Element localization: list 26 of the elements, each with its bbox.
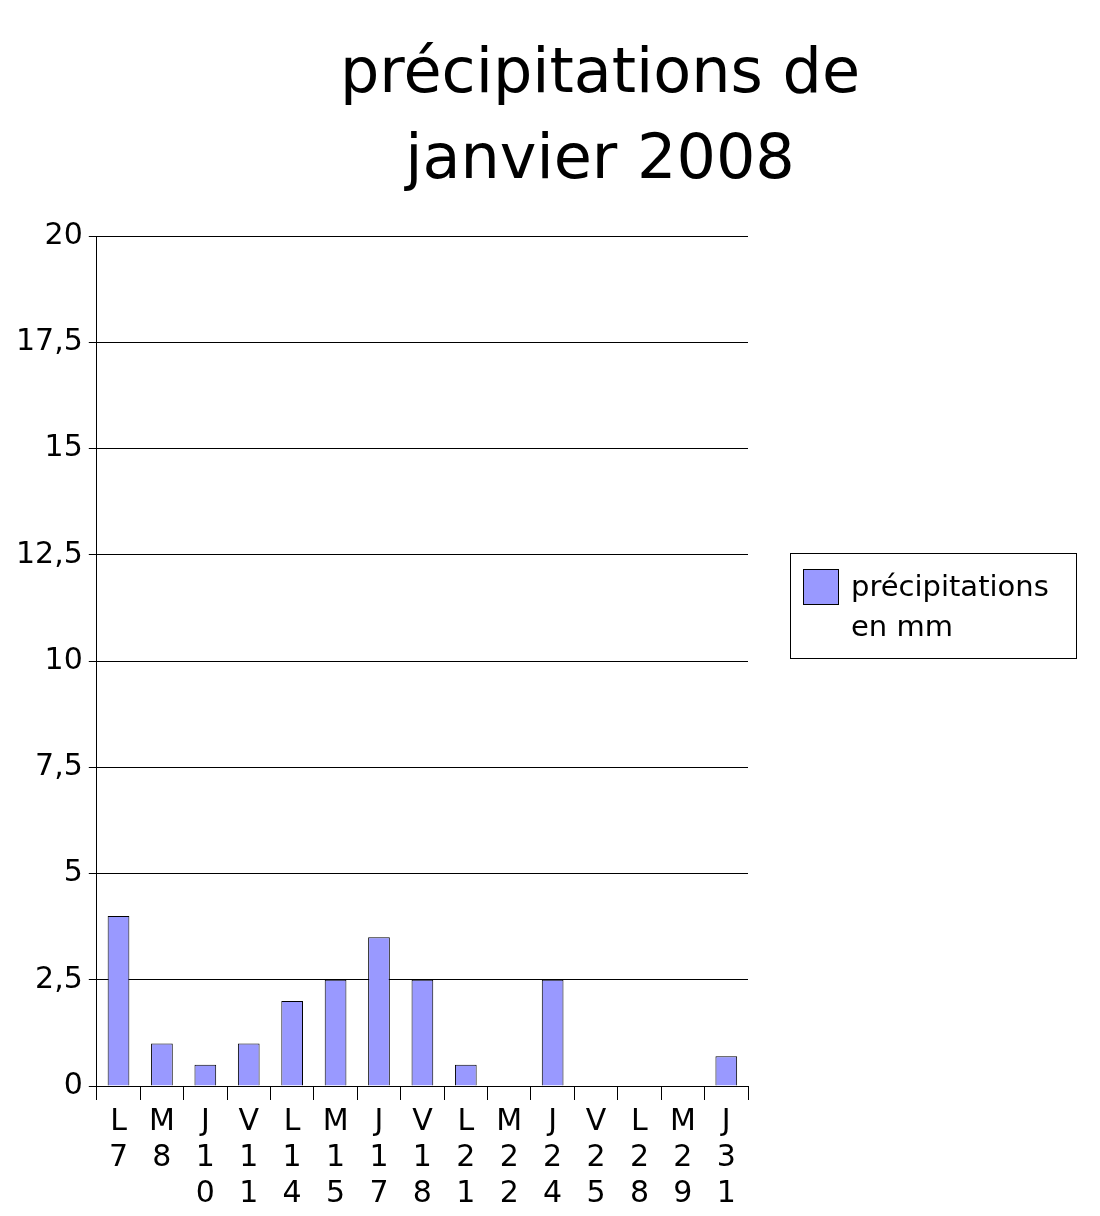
x-tick-label: M29 [669,1101,696,1209]
x-tick-label: M8 [148,1101,175,1173]
y-tick-label: 7,5 [35,747,83,783]
x-tick-label: J17 [369,1101,389,1209]
x-tick-label: V11 [238,1101,260,1209]
x-tick-label: V25 [585,1101,607,1209]
x-tick-label: L14 [282,1101,302,1209]
x-tick-label: M22 [496,1101,523,1209]
x-tick-label: M15 [322,1101,349,1209]
x-tick-label: L7 [108,1101,129,1173]
y-tick-label: 15 [44,428,83,464]
x-tick-label: J24 [543,1101,563,1209]
y-tick-label: 17,5 [16,322,83,358]
y-tick-label: 20 [44,215,83,251]
x-tick-label: J31 [716,1101,736,1209]
x-tick-label: V18 [412,1101,434,1209]
y-tick-label: 10 [44,640,83,676]
legend-label: précipitations en mm [851,568,1050,645]
x-tick-label: L28 [629,1101,650,1209]
chart-title: précipitations de janvier 2008 [338,33,862,195]
y-tick-label: 0 [63,1065,83,1101]
y-tick-label: 5 [63,853,83,889]
y-tick-label: 2,5 [35,959,83,995]
x-tick-label: L21 [456,1101,476,1209]
y-tick-label: 12,5 [16,534,83,570]
x-tick-label: J10 [195,1101,215,1209]
